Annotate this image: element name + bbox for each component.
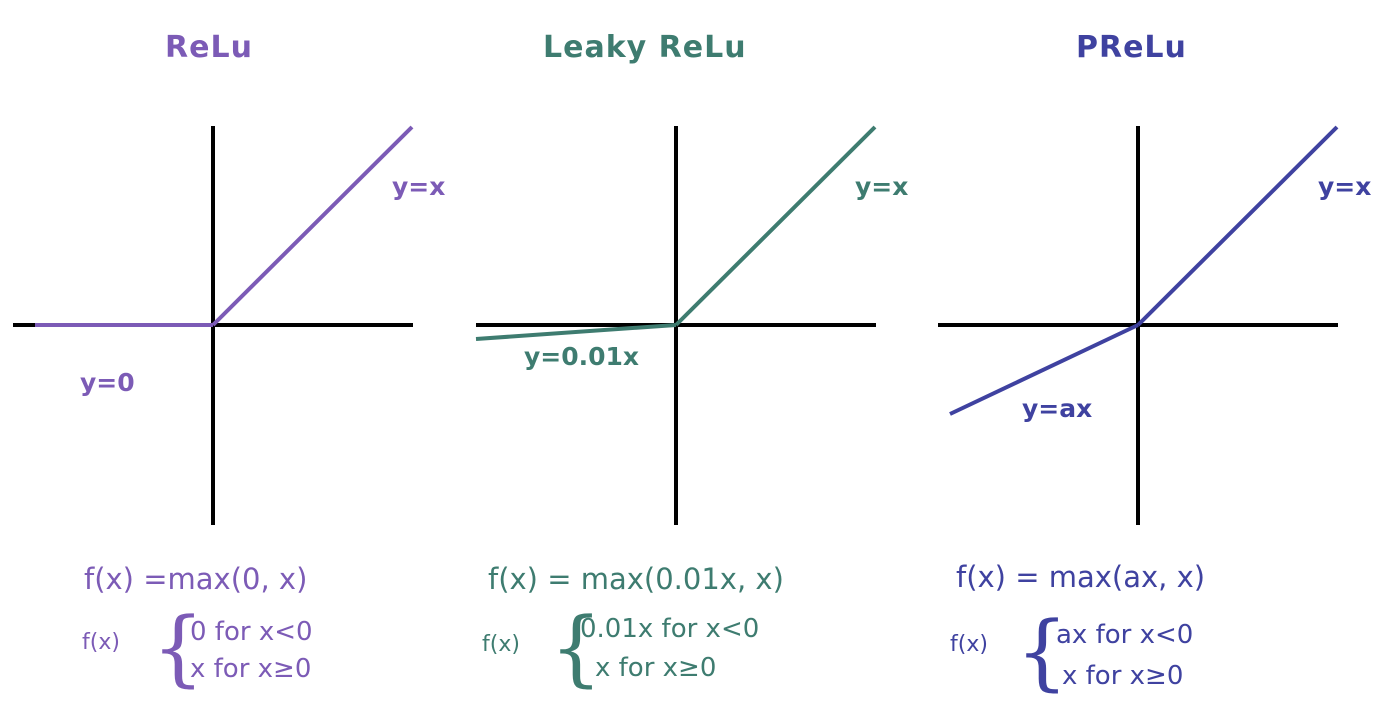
leaky-neg-line [475,323,677,341]
prelu-pos-label: y=x [1318,172,1372,201]
relu-case-negative: 0 for x<0 [190,617,313,647]
prelu-neg-label: y=ax [1022,394,1093,423]
relu-title: ReLu [165,30,253,65]
relu-formula: f(x) =max(0, x) [84,562,308,596]
prelu-pos-line [1136,125,1339,327]
leaky-pos-label: y=x [855,172,909,201]
leaky-case-negative: 0.01x for x<0 [580,614,760,644]
leaky-relu-title: Leaky ReLu [543,30,747,65]
leaky-relu-plot [475,125,877,525]
prelu-piecewise-label: f(x) [950,632,988,657]
prelu-neg-line [949,323,1139,416]
prelu-case-positive: x for x≥0 [1062,661,1184,691]
leaky-pos-line [674,125,877,327]
leaky-formula: f(x) = max(0.01x, x) [488,562,784,596]
relu-plot [13,125,414,525]
leaky-case-positive: x for x≥0 [595,653,717,683]
relu-case-positive: x for x≥0 [190,654,312,684]
leaky-neg-label: y=0.01x [524,342,640,371]
relu-piecewise-label: f(x) [82,630,120,655]
prelu-formula: f(x) = max(ax, x) [956,560,1206,594]
relu-pos-line [211,125,414,327]
relu-neg-label: y=0 [80,368,135,397]
leaky-piecewise-label: f(x) [482,632,520,657]
prelu-case-negative: ax for x<0 [1056,620,1194,650]
relu-panel: ReLu y=x y=0 f(x) =max(0, x) f(x) { 0 fo… [0,0,460,709]
leaky-relu-panel: Leaky ReLu y=x y=0.01x f(x) = max(0.01x,… [475,30,909,696]
relu-brace: { [152,601,205,696]
prelu-brace: { [1016,605,1069,700]
prelu-title: PReLu [1076,30,1187,65]
leaky-brace: { [550,601,603,696]
relu-pos-label: y=x [392,172,446,201]
